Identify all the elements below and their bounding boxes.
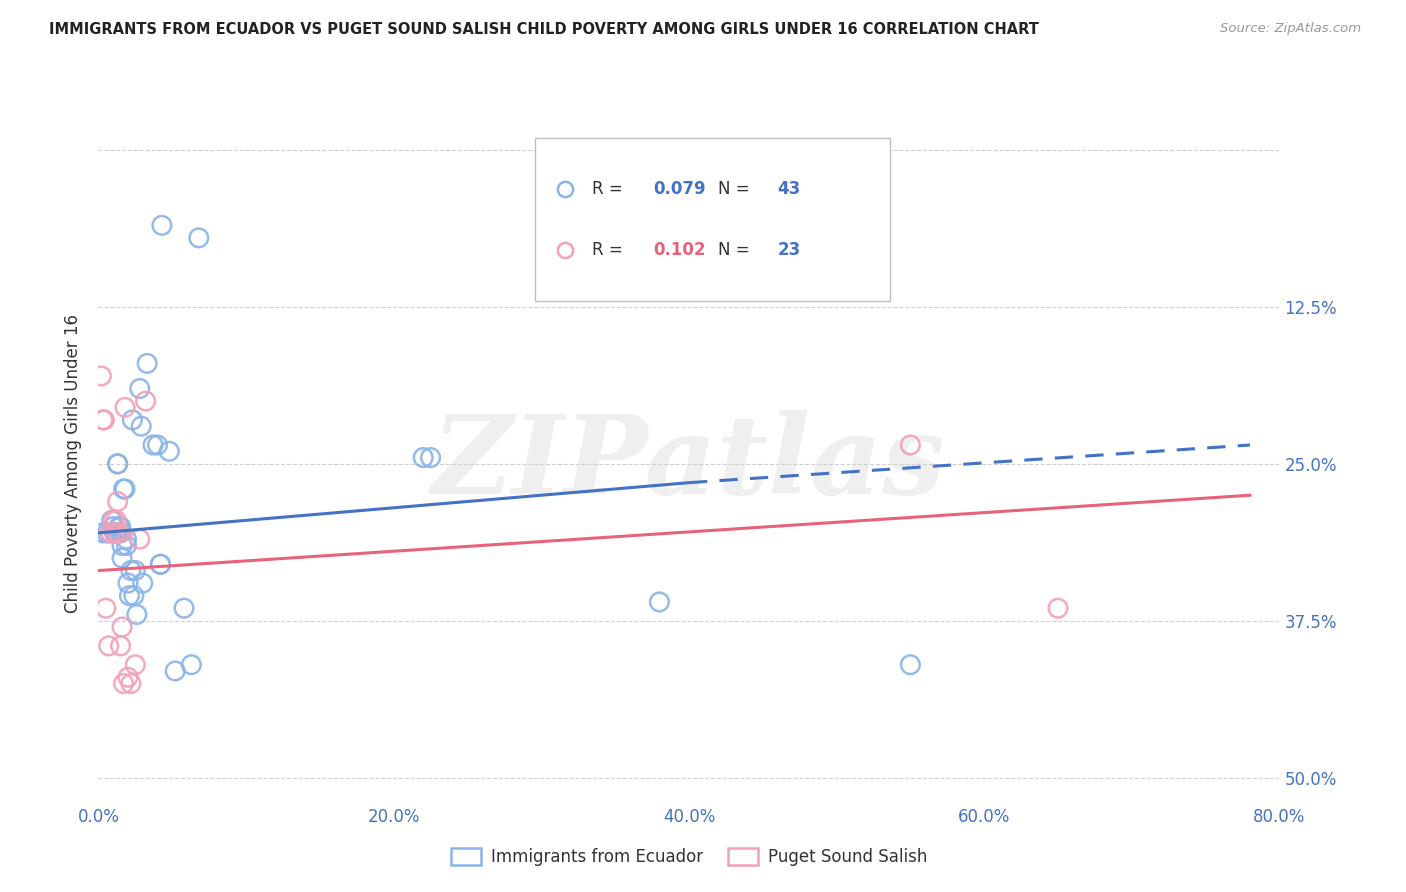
Point <box>120 676 142 690</box>
Text: 0.079: 0.079 <box>654 180 706 198</box>
Point <box>128 532 150 546</box>
Point <box>111 538 134 552</box>
Point <box>419 450 441 465</box>
Point <box>149 558 172 572</box>
Point <box>104 525 127 540</box>
Point <box>97 639 120 653</box>
Point <box>114 482 136 496</box>
Point <box>128 382 150 396</box>
Point <box>100 513 122 527</box>
Point <box>107 457 129 471</box>
Point <box>136 356 159 370</box>
Point <box>98 525 121 540</box>
Point <box>110 525 132 540</box>
Text: R =: R = <box>592 180 633 198</box>
Point <box>103 519 125 533</box>
Legend: Immigrants from Ecuador, Puget Sound Salish: Immigrants from Ecuador, Puget Sound Sal… <box>444 841 934 872</box>
Point <box>91 525 114 540</box>
Point <box>117 670 139 684</box>
Point <box>124 657 146 672</box>
FancyBboxPatch shape <box>536 138 890 301</box>
Text: R =: R = <box>592 242 633 260</box>
Point <box>165 664 187 678</box>
Text: N =: N = <box>718 180 749 198</box>
Point <box>108 519 131 533</box>
Point <box>122 589 145 603</box>
Point <box>115 532 138 546</box>
Point <box>98 525 121 540</box>
Point <box>125 607 148 622</box>
Point <box>105 513 128 527</box>
Point <box>111 551 134 566</box>
Point <box>104 525 127 540</box>
Point <box>173 601 195 615</box>
Point <box>180 657 202 672</box>
Point <box>132 576 155 591</box>
Point <box>149 558 172 572</box>
Point <box>107 457 129 471</box>
Text: 23: 23 <box>778 242 801 260</box>
Point <box>110 639 132 653</box>
Point <box>1046 601 1069 615</box>
Point <box>157 444 180 458</box>
Point <box>648 595 671 609</box>
Text: N =: N = <box>718 242 749 260</box>
Point <box>105 525 128 540</box>
Point <box>146 438 169 452</box>
Point <box>114 401 136 415</box>
Point <box>118 589 141 603</box>
Point <box>112 482 135 496</box>
Point <box>108 525 131 540</box>
Text: Source: ZipAtlas.com: Source: ZipAtlas.com <box>1220 22 1361 36</box>
Text: IMMIGRANTS FROM ECUADOR VS PUGET SOUND SALISH CHILD POVERTY AMONG GIRLS UNDER 16: IMMIGRANTS FROM ECUADOR VS PUGET SOUND S… <box>49 22 1039 37</box>
Point <box>150 219 173 233</box>
Point <box>115 538 138 552</box>
Point <box>900 438 922 452</box>
Point <box>91 413 114 427</box>
Text: 43: 43 <box>778 180 801 198</box>
Point <box>93 413 115 427</box>
Text: 0.102: 0.102 <box>654 242 706 260</box>
Point <box>135 394 157 409</box>
Point <box>121 413 143 427</box>
Point <box>412 450 434 465</box>
Point <box>90 368 112 383</box>
Point <box>111 620 134 634</box>
Point <box>94 601 117 615</box>
Point <box>124 564 146 578</box>
Point <box>120 564 142 578</box>
Point <box>96 525 118 540</box>
Y-axis label: Child Poverty Among Girls Under 16: Child Poverty Among Girls Under 16 <box>65 314 83 614</box>
Point <box>117 576 139 591</box>
Point <box>129 419 152 434</box>
Point <box>110 519 132 533</box>
Point <box>112 676 135 690</box>
Point <box>103 513 125 527</box>
Text: ZIPatlas: ZIPatlas <box>432 410 946 517</box>
Point <box>187 231 209 245</box>
Point <box>900 657 922 672</box>
Point <box>142 438 165 452</box>
Point <box>107 494 129 508</box>
